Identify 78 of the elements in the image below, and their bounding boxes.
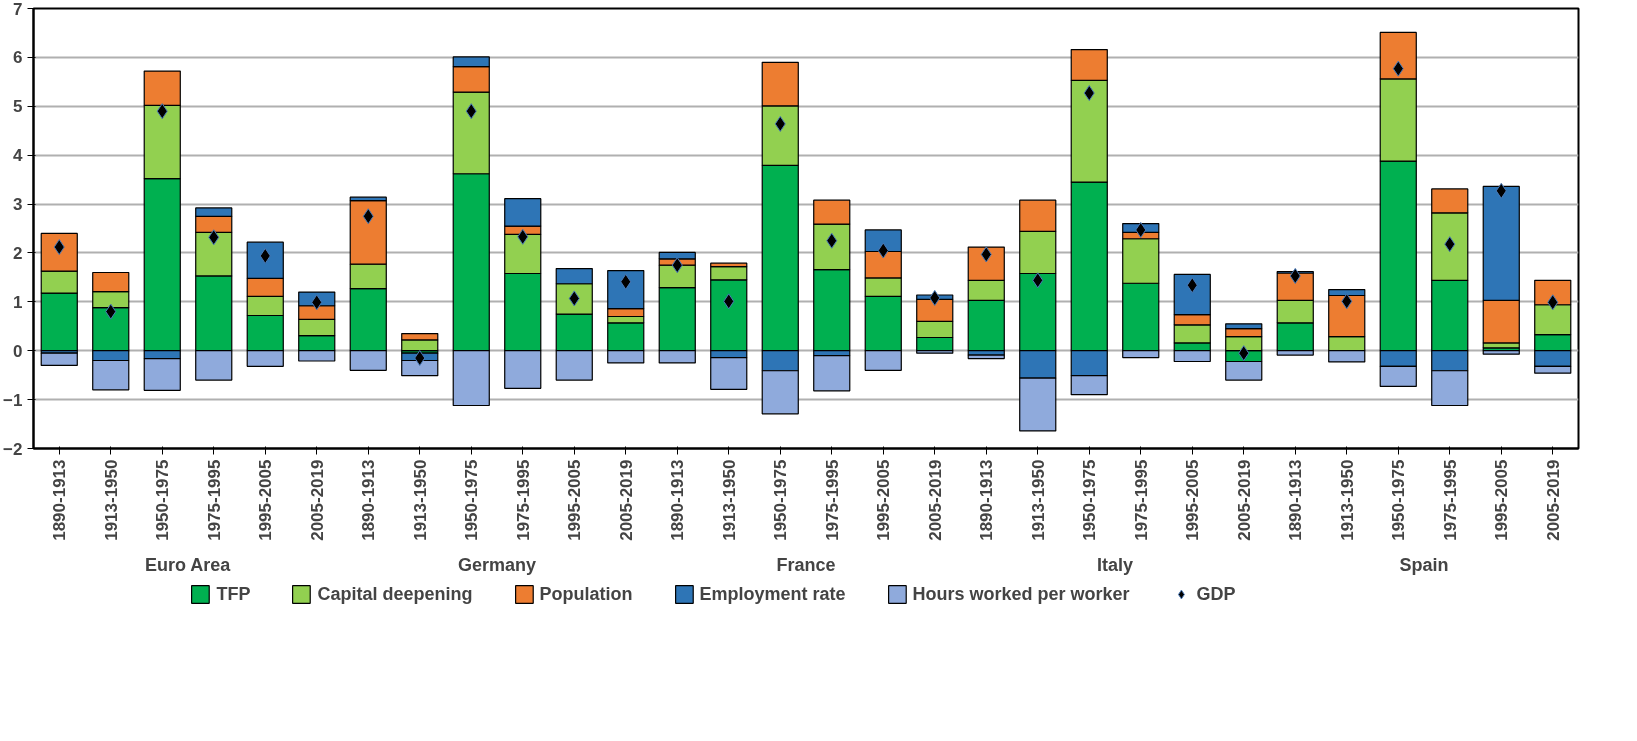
x-tick-label: 2005-2019	[1234, 459, 1254, 541]
legend-label: GDP	[1196, 583, 1236, 605]
x-tick-label: 1890-1913	[50, 459, 70, 541]
x-tick-label: 1975-1995	[1131, 459, 1151, 541]
point	[1547, 294, 1559, 311]
legend-label: TFP	[216, 583, 251, 605]
x-tick-label: 1975-1995	[513, 459, 533, 541]
point	[1341, 293, 1353, 310]
bar	[967, 354, 1005, 360]
y-tick-label: −1	[3, 390, 23, 410]
y-tick-label: 1	[13, 292, 23, 312]
y-tick-label: 0	[13, 341, 23, 361]
x-tick-label: 1950-1975	[462, 459, 482, 541]
x-tick-label: 1995-2005	[256, 459, 276, 541]
text: Spain	[1399, 554, 1449, 575]
text: Germany	[457, 554, 537, 575]
legend-label: Hours worked per worker	[912, 583, 1130, 605]
x-tick-label: 2005-2019	[616, 459, 636, 541]
x-tick-label: 1950-1975	[153, 459, 173, 541]
y-tick-label: 6	[13, 48, 23, 68]
text: France	[776, 554, 836, 575]
x-tick-label: 1913-1950	[410, 459, 430, 541]
point	[105, 303, 117, 320]
x-tick-label: 1950-1975	[1389, 459, 1409, 541]
x-tick-label: 1890-1913	[359, 459, 379, 541]
x-tick-label: 1913-1950	[101, 459, 121, 541]
x-tick-label: 2005-2019	[925, 459, 945, 541]
point	[671, 257, 683, 274]
text: Euro Area	[144, 554, 232, 575]
point	[1238, 345, 1250, 362]
x-tick-label: 1950-1975	[771, 459, 791, 541]
point	[1392, 60, 1404, 77]
point	[208, 229, 220, 246]
bar	[40, 352, 78, 366]
x-tick-label: 1995-2005	[565, 459, 585, 541]
point	[465, 103, 477, 120]
legend-label: Population	[539, 583, 633, 605]
legend-label: Employment rate	[699, 583, 846, 605]
x-tick-label: 2005-2019	[1543, 459, 1563, 541]
point	[723, 293, 735, 310]
point	[929, 289, 941, 306]
point	[877, 242, 889, 259]
y-tick-label: −2	[3, 439, 23, 459]
x-tick-label: 1975-1995	[1440, 459, 1460, 541]
y-tick-label: 3	[13, 195, 23, 215]
legend-label: Capital deepening	[317, 583, 473, 605]
point	[1289, 267, 1301, 284]
x-tick-label: 1975-1995	[822, 459, 842, 541]
x-tick-label: 1950-1975	[1080, 459, 1100, 541]
x-tick-label: 1913-1950	[719, 459, 739, 541]
x-tick-label: 2005-2019	[307, 459, 327, 541]
x-tick-label: 1995-2005	[874, 459, 894, 541]
point	[414, 350, 426, 367]
point	[774, 115, 786, 132]
point	[156, 103, 168, 120]
point	[1083, 85, 1095, 102]
x-tick-label: 1913-1950	[1337, 459, 1357, 541]
y-tick-label: 5	[13, 97, 23, 117]
x-tick-label: 1890-1913	[668, 459, 688, 541]
point	[1135, 221, 1147, 238]
point	[980, 246, 992, 263]
x-tick-label: 1890-1913	[977, 459, 997, 541]
point	[1186, 277, 1198, 294]
y-tick-label: 2	[13, 243, 23, 263]
point	[362, 208, 374, 225]
x-tick-label: 1890-1913	[1286, 459, 1306, 541]
x-tick-label: 1995-2005	[1492, 459, 1512, 541]
point	[1444, 236, 1456, 253]
x-tick-label: 1995-2005	[1183, 459, 1203, 541]
y-tick-label: 7	[13, 0, 23, 19]
y-tick-label: 4	[13, 146, 24, 166]
point	[311, 294, 323, 311]
x-tick-label: 1913-1950	[1028, 459, 1048, 541]
point	[1495, 182, 1507, 199]
x-tick-label: 1975-1995	[204, 459, 224, 541]
point	[1032, 272, 1044, 289]
point	[517, 228, 529, 245]
text: Italy	[1096, 554, 1134, 575]
